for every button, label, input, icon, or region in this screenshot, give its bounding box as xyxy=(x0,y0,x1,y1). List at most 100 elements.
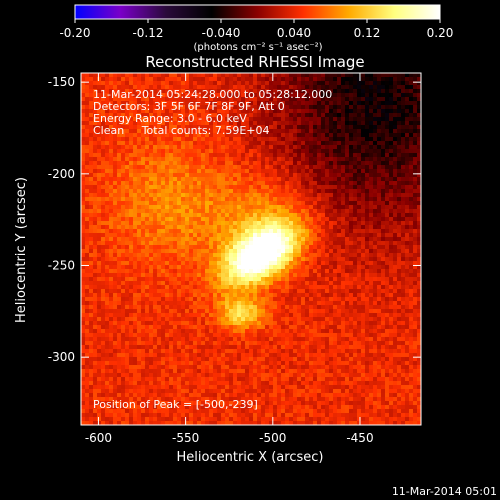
heatmap-cell xyxy=(257,81,262,86)
heatmap-cell xyxy=(181,161,186,166)
heatmap-cell xyxy=(405,225,410,230)
heatmap-cell xyxy=(257,133,262,138)
heatmap-cell xyxy=(197,209,202,214)
heatmap-cell xyxy=(173,109,178,114)
heatmap-cell xyxy=(245,293,250,298)
heatmap-cell xyxy=(313,153,318,158)
heatmap-cell xyxy=(313,117,318,122)
heatmap-cell xyxy=(225,149,230,154)
heatmap-cell xyxy=(325,281,330,286)
heatmap-cell xyxy=(341,93,346,98)
heatmap-cell xyxy=(181,77,186,82)
heatmap-cell xyxy=(397,117,402,122)
heatmap-cell xyxy=(281,273,286,278)
heatmap-cell xyxy=(225,77,230,82)
heatmap-cell xyxy=(277,261,282,266)
heatmap-cell xyxy=(297,153,302,158)
heatmap-cell xyxy=(109,157,114,162)
heatmap-cell xyxy=(289,133,294,138)
heatmap-cell xyxy=(381,177,386,182)
heatmap-cell xyxy=(317,157,322,162)
heatmap-cell xyxy=(245,137,250,142)
heatmap-cell xyxy=(233,289,238,294)
heatmap-cell xyxy=(405,81,410,86)
heatmap-cell xyxy=(125,73,130,78)
heatmap-cell xyxy=(373,93,378,98)
heatmap-cell xyxy=(277,105,282,110)
heatmap-cell xyxy=(397,81,402,86)
heatmap-cell xyxy=(205,89,210,94)
heatmap-cell xyxy=(373,249,378,254)
heatmap-cell xyxy=(373,133,378,138)
heatmap-cell xyxy=(397,193,402,198)
heatmap-cell xyxy=(385,185,390,190)
heatmap-cell xyxy=(417,129,421,134)
heatmap-cell xyxy=(217,153,222,158)
heatmap-cell xyxy=(257,289,262,294)
heatmap-cell xyxy=(305,229,310,234)
heatmap-cell xyxy=(129,269,134,274)
heatmap-cell xyxy=(265,277,270,282)
heatmap-cell xyxy=(333,301,338,306)
heatmap-cell xyxy=(177,213,182,218)
heatmap-cell xyxy=(233,229,238,234)
heatmap-cell xyxy=(89,165,94,170)
heatmap-cell xyxy=(209,97,214,102)
heatmap-cell xyxy=(97,97,102,102)
heatmap-cell xyxy=(297,217,302,222)
heatmap-cell xyxy=(393,141,398,146)
heatmap-cell xyxy=(357,261,362,266)
heatmap-cell xyxy=(169,77,174,82)
heatmap-cell xyxy=(153,109,158,114)
heatmap-cell xyxy=(281,77,286,82)
heatmap-cell xyxy=(173,209,178,214)
heatmap-cell xyxy=(329,253,334,258)
heatmap-cell xyxy=(85,125,90,130)
heatmap-cell xyxy=(213,217,218,222)
heatmap-cell xyxy=(397,197,402,202)
heatmap-cell xyxy=(197,225,202,230)
heatmap-cell xyxy=(337,81,342,86)
heatmap-cell xyxy=(233,245,238,250)
heatmap-cell xyxy=(85,117,90,122)
heatmap-cell xyxy=(109,165,114,170)
heatmap-cell xyxy=(413,177,418,182)
heatmap-cell xyxy=(145,153,150,158)
heatmap-cell xyxy=(129,297,134,302)
heatmap-cell xyxy=(245,261,250,266)
heatmap-cell xyxy=(313,89,318,94)
heatmap-cell xyxy=(157,281,162,286)
heatmap-cell xyxy=(413,241,418,246)
heatmap-cell xyxy=(401,209,406,214)
heatmap-cell xyxy=(309,149,314,154)
heatmap-cell xyxy=(189,205,194,210)
heatmap-cell xyxy=(285,129,290,134)
heatmap-cell xyxy=(269,281,274,286)
heatmap-cell xyxy=(133,165,138,170)
heatmap-cell xyxy=(253,85,258,90)
heatmap-cell xyxy=(149,153,154,158)
heatmap-cell xyxy=(357,173,362,178)
heatmap-cell xyxy=(273,225,278,230)
heatmap-cell xyxy=(245,93,250,98)
heatmap-cell xyxy=(357,77,362,82)
heatmap-cell xyxy=(81,249,86,254)
heatmap-cell xyxy=(385,297,390,302)
heatmap-cell xyxy=(301,297,306,302)
heatmap-cell xyxy=(165,229,170,234)
heatmap-cell xyxy=(317,181,322,186)
heatmap-cell xyxy=(249,253,254,258)
heatmap-cell xyxy=(137,149,142,154)
heatmap-cell xyxy=(177,137,182,142)
heatmap-cell xyxy=(133,185,138,190)
heatmap-cell xyxy=(329,85,334,90)
heatmap-cell xyxy=(221,117,226,122)
heatmap-cell xyxy=(245,105,250,110)
heatmap-cell xyxy=(241,257,246,262)
heatmap-cell xyxy=(417,229,421,234)
heatmap-cell xyxy=(289,105,294,110)
heatmap-cell xyxy=(169,89,174,94)
heatmap-cell xyxy=(221,105,226,110)
heatmap-cell xyxy=(249,157,254,162)
heatmap-cell xyxy=(405,153,410,158)
